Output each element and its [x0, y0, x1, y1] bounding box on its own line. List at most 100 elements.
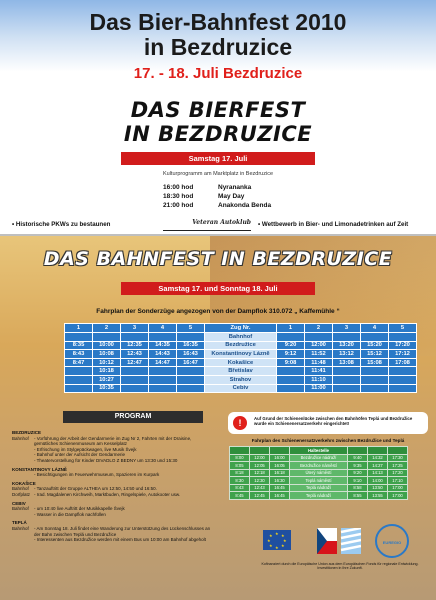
- bus-time: 16:45: [269, 491, 290, 500]
- program-description: - Wasser in die Dampflok nachfüllen: [34, 511, 106, 517]
- departure-time: 10:18: [92, 366, 121, 376]
- program-act: Anakonda Benda: [218, 202, 272, 209]
- program-item: - Erfrischung im Stylgepäckwagen, live M…: [12, 447, 212, 453]
- cz-bavaria-flags-icon: [317, 528, 361, 554]
- program-time: 21:00 hod: [163, 202, 194, 209]
- replacement-row: 8:30 12:30 16:30 Teplá náměstí 9:10 14:00 17:1…: [229, 476, 408, 485]
- departure-time: 16:47: [176, 357, 205, 368]
- replacement-title: Fahrplan des Schienenersatzverkehrs zwis…: [251, 438, 405, 443]
- departure-time: [92, 332, 121, 342]
- feature-historic-cars: • Historische PKWs zu bestaunen: [12, 221, 111, 228]
- program-item: Dorfplatz - Irad. Magdalenen Kirchweih, M…: [12, 492, 212, 498]
- return-time: 13:12: [332, 349, 361, 359]
- replacement-body: 8:00 12:00 16:00 Bezdružice nádraží 9:40 14:3…: [229, 453, 408, 500]
- program-description: - Bahnhof unter der Aufsicht der Gendarm…: [34, 452, 126, 458]
- euregio-logo: EUREGIO: [375, 524, 409, 558]
- departure-time: 8:43: [64, 349, 93, 359]
- departure-time: [120, 383, 149, 394]
- sponsor-logos: ★ ★ ★ ★ ★ ★ ★ ★ EUREGIO Kofinanziert durch di…: [255, 522, 425, 570]
- timetable-row: 10:35 Cebiv 11:00: [64, 383, 417, 394]
- program-location: Bahnhof: [12, 435, 29, 441]
- return-time: 17:12: [388, 349, 417, 359]
- bus-stop-name: Teplá nádraží: [289, 483, 348, 492]
- program-section-title: BEZDRUZICE: [12, 430, 41, 435]
- notice-text: Auf Grund der Schienenlücke zwischen den…: [254, 416, 413, 426]
- main-title-line1: Das Bier-Bahnfest 2010: [89, 9, 347, 35]
- replacement-row: 8:00 12:00 16:00 Bezdružice nádraží 9:40 14:3…: [229, 453, 408, 462]
- return-time: [360, 374, 389, 385]
- return-time: 15:20: [360, 340, 389, 351]
- rail-gap-notice: ! Auf Grund der Schienenlücke zwischen d…: [228, 412, 428, 434]
- departure-time: [176, 383, 205, 394]
- bus-time: 16:18: [269, 468, 290, 477]
- return-time: 17:20: [388, 340, 417, 351]
- departure-time: [148, 332, 177, 342]
- return-time: [276, 332, 305, 342]
- return-time: [276, 374, 305, 385]
- program-item: - Besichtigungen im Feuerwehrmuseum, Spa…: [12, 472, 212, 478]
- bus-time: 12:30: [249, 476, 270, 485]
- bus-time: 13:50: [367, 483, 388, 492]
- timetable-row: 8:35 10:00 12:35 14:35 16:35 Bezdružice 9:20 12…: [64, 340, 417, 351]
- station-name: Strahov: [204, 374, 277, 385]
- timetable-row: 10:18 Břetislav 11:41: [64, 366, 417, 376]
- eu-flag-icon: ★ ★ ★ ★ ★ ★ ★ ★: [263, 530, 291, 550]
- return-time: [332, 383, 361, 394]
- bus-time: 8:45: [229, 491, 250, 500]
- bierfest-title-line2: IN BEZDRUZICE: [123, 122, 313, 146]
- bus-time: 16:45: [269, 483, 290, 492]
- program-location: [12, 472, 34, 478]
- return-time: [360, 383, 389, 394]
- bus-stop-name: Bezdružice nádraží: [289, 453, 348, 462]
- bus-time: 8:58: [347, 483, 368, 492]
- return-time: [304, 332, 333, 342]
- program-location: Bahnhof: [12, 525, 29, 531]
- program-location: [12, 512, 34, 518]
- return-time: 17:08: [388, 357, 417, 368]
- main-title: Das Bier-Bahnfest 2010 in Bezdruzice: [0, 10, 436, 60]
- col-header: 5: [388, 323, 417, 333]
- bus-stop-name: Teplá náměstí: [289, 476, 348, 485]
- program-item: - Theatervorstellung für Kinder DIVADLO …: [12, 458, 212, 464]
- program-description: - Irad. Magdalenen Kirchweih, Marktbuden…: [34, 491, 181, 497]
- departure-time: [176, 374, 205, 385]
- feature-drinking-contest: • Wettbewerb in Bier- und Limonadetrinke…: [258, 221, 409, 228]
- bahnfest-title: DAS BAHNFEST IN BEZDRUZICE: [43, 248, 393, 270]
- return-time: [388, 366, 417, 376]
- return-time: [332, 332, 361, 342]
- departure-time: 10:35: [92, 383, 121, 394]
- program-location: Dorfplatz: [12, 491, 31, 497]
- program-section-title: KONSTANTINOVY LÁZNĚ: [12, 466, 67, 472]
- timetable-row: 10:27 Strahov 11:10: [64, 374, 417, 385]
- departure-time: [120, 332, 149, 342]
- timetable-title: Fahrplan der Sonderzüge angezogen von de…: [96, 308, 340, 315]
- bus-time: 16:05: [269, 461, 290, 470]
- departure-time: 14:35: [148, 340, 177, 351]
- program-act: Nyrananka: [218, 184, 252, 191]
- program-section-title: TEPLÁ: [12, 520, 27, 526]
- bus-time: 16:00: [269, 453, 290, 462]
- bus-time: 12:45: [249, 491, 270, 500]
- departure-time: [64, 366, 93, 376]
- top-section: [0, 0, 436, 205]
- return-time: 9:08: [276, 357, 305, 368]
- bierfest-program-row: 16:00 hod Nyrananka: [163, 184, 251, 191]
- departure-time: 10:12: [92, 357, 121, 368]
- departure-time: 10:08: [92, 349, 121, 359]
- col-header: 1: [64, 323, 93, 333]
- bus-time: 12:05: [249, 461, 270, 470]
- bus-stop-name: Úterý náměstí: [289, 468, 348, 477]
- program-item: - Interessenten aus Bezdružice werden mi…: [12, 537, 212, 543]
- bus-time: 8:18: [229, 468, 250, 477]
- departure-time: [148, 383, 177, 394]
- col-header: 2: [304, 323, 333, 333]
- bus-time: 9:40: [347, 453, 368, 462]
- replacement-row: 8:45 12:45 16:45 Teplá nádraží 8:55 13:55 17:0…: [229, 491, 408, 500]
- timetable-header-row: 1 2 3 4 5 Zug Nr. 1 2 3 4 5: [64, 323, 417, 333]
- bierfest-title-line1: DAS BIERFEST: [130, 98, 306, 122]
- departure-time: [148, 374, 177, 385]
- departure-time: 12:43: [120, 349, 149, 359]
- timetable-row: Bahnhof: [64, 332, 417, 342]
- bus-time: 8:30: [229, 476, 250, 485]
